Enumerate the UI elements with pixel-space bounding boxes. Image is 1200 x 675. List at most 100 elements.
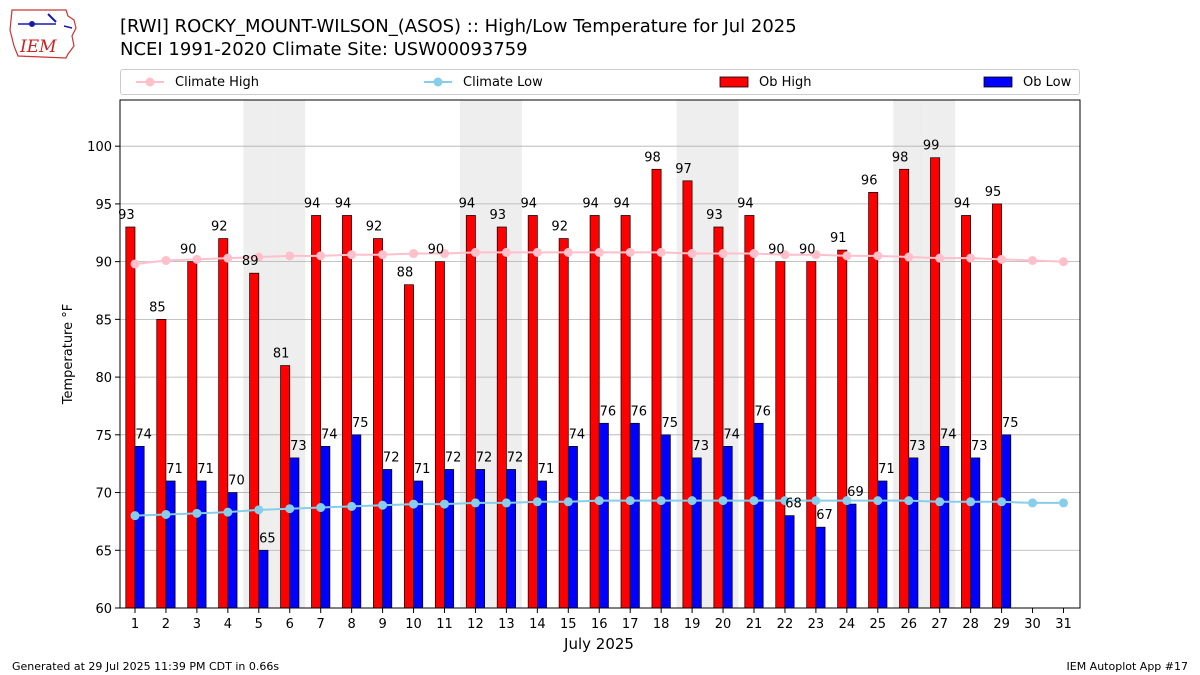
ob-high-label: 81	[273, 347, 290, 362]
x-tick-label: 28	[962, 617, 979, 632]
ob-high-label: 92	[211, 220, 228, 235]
climate-low-point	[532, 497, 542, 507]
ob-high-bar	[899, 168, 910, 609]
ob-high-bar	[651, 168, 662, 609]
ob-high-swatch-icon	[719, 76, 749, 88]
ob-low-bar	[846, 503, 857, 609]
iem-logo: IEM	[9, 9, 77, 59]
weekend-band	[243, 100, 275, 608]
climate-high-point	[842, 251, 852, 261]
climate-high-point	[378, 250, 388, 260]
ob-low-bar	[815, 526, 826, 609]
climate-low-point	[966, 497, 976, 507]
climate-low-point	[563, 497, 573, 507]
climate-high-line	[134, 251, 1064, 265]
climate-low-point	[749, 496, 759, 506]
y-tick-label: 85	[95, 313, 112, 328]
ob-high-bar	[837, 249, 848, 609]
climate-high-point	[935, 253, 945, 263]
climate-high-point	[563, 247, 573, 257]
ob-low-label: 72	[445, 450, 462, 465]
x-tick-label: 26	[900, 617, 917, 632]
ob-low-bar	[753, 422, 764, 609]
climate-low-point	[470, 498, 480, 508]
x-tick-label: 25	[870, 617, 887, 632]
climate-low-line	[134, 499, 1064, 517]
x-tick-label: 9	[378, 617, 386, 632]
x-tick-label: 8	[348, 617, 356, 632]
climate-high-point	[687, 249, 697, 259]
ob-high-bar	[775, 261, 786, 609]
chart-subtitle: NCEI 1991-2020 Climate Site: USW00093759	[120, 39, 528, 60]
climate-low-point	[811, 496, 821, 506]
x-tick-label: 13	[498, 617, 515, 632]
ob-low-bar	[939, 446, 950, 609]
x-tick-label: 11	[436, 617, 453, 632]
ob-low-bar	[722, 446, 733, 609]
climate-low-point	[378, 500, 388, 510]
ob-high-label: 92	[366, 220, 383, 235]
ob-low-label: 75	[1002, 416, 1019, 431]
ob-low-label: 71	[197, 462, 214, 477]
x-tick-label: 10	[405, 617, 422, 632]
weekend-band	[676, 100, 708, 608]
ob-low-label: 70	[228, 474, 245, 489]
climate-high-point	[470, 247, 480, 257]
ob-low-label: 67	[816, 508, 833, 523]
ob-high-bar	[527, 215, 538, 609]
ob-low-bar	[598, 422, 609, 609]
climate-high-line-icon	[136, 77, 164, 87]
ob-high-bar	[930, 157, 941, 609]
ob-low-label: 75	[352, 416, 369, 431]
climate-high-point	[656, 247, 666, 257]
ob-low-bar	[444, 469, 455, 609]
ob-low-bar	[506, 469, 516, 609]
ob-high-bar	[311, 215, 322, 609]
climate-low-point	[501, 498, 511, 508]
x-axis-label: July 2025	[563, 635, 634, 653]
climate-low-point	[1059, 498, 1068, 508]
y-tick-label: 90	[95, 256, 112, 271]
ob-low-bar	[258, 549, 269, 609]
ob-low-label: 72	[507, 450, 524, 465]
ob-low-label: 68	[785, 497, 802, 512]
ob-high-label: 88	[397, 266, 414, 281]
y-tick-label: 75	[95, 429, 112, 444]
ob-low-label: 69	[847, 485, 864, 500]
ob-high-bar	[806, 261, 817, 609]
climate-low-point	[873, 496, 883, 506]
ob-low-label: 72	[476, 450, 493, 465]
ob-low-label: 73	[909, 439, 926, 454]
ob-high-label: 98	[644, 150, 661, 165]
legend-label-climate-low: Climate Low	[463, 74, 543, 90]
climate-low-point	[223, 507, 233, 517]
y-tick-label: 95	[95, 198, 112, 213]
ob-low-label: 73	[971, 439, 988, 454]
x-tick-label: 12	[467, 617, 484, 632]
climate-low-point	[594, 496, 604, 506]
ob-high-label: 96	[861, 173, 878, 188]
climate-high-point	[254, 252, 264, 262]
climate-low-point	[130, 511, 140, 521]
x-tick-label: 24	[839, 617, 856, 632]
ob-low-label: 74	[135, 427, 152, 442]
climate-high-point	[873, 251, 883, 261]
x-tick-label: 29	[993, 617, 1010, 632]
x-tick-label: 27	[931, 617, 948, 632]
ob-low-bar	[320, 446, 331, 609]
ob-low-bar	[660, 434, 671, 609]
ob-high-bar	[682, 180, 693, 609]
climate-high-point	[409, 249, 419, 259]
ob-high-bar	[125, 226, 136, 609]
climate-high-point	[997, 254, 1007, 264]
ob-high-bar	[404, 284, 414, 609]
y-tick-label: 100	[87, 140, 112, 155]
ob-low-label: 75	[661, 416, 678, 431]
ob-high-label: 94	[459, 196, 476, 211]
footer-app: IEM Autoplot App #17	[1066, 660, 1189, 673]
ob-low-bar	[536, 480, 547, 609]
climate-low-point	[409, 499, 419, 509]
ob-low-label: 76	[631, 404, 648, 419]
ob-high-label: 90	[768, 243, 785, 258]
ob-low-bar	[413, 480, 424, 609]
